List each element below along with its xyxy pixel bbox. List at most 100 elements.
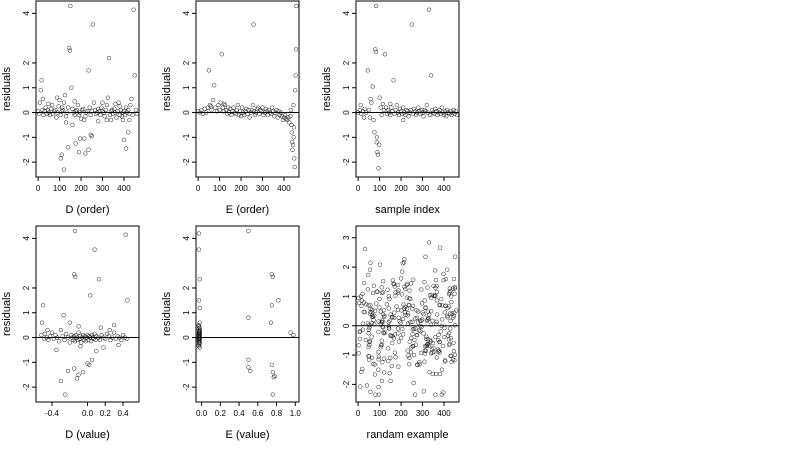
- x-tick-label: 0: [356, 409, 361, 418]
- data-point: [419, 107, 424, 113]
- data-point: [54, 115, 59, 120]
- data-point: [358, 102, 363, 108]
- data-point: [287, 120, 292, 125]
- data-point: [362, 310, 367, 315]
- data-point: [58, 327, 64, 333]
- y-tick-label: 3: [342, 235, 351, 240]
- data-point: [424, 343, 429, 349]
- data-point: [398, 320, 403, 325]
- data-point: [379, 285, 384, 290]
- data-point: [445, 333, 451, 338]
- data-point: [408, 281, 414, 286]
- data-point: [86, 147, 91, 152]
- x-tick-label: 1.0: [290, 409, 302, 418]
- y-tick-label: 2: [182, 60, 191, 65]
- data-point: [357, 329, 362, 335]
- data-point: [281, 115, 287, 120]
- data-point: [83, 114, 88, 119]
- data-point: [81, 106, 86, 111]
- data-point: [63, 114, 69, 119]
- data-point: [197, 277, 202, 282]
- data-point: [391, 281, 396, 286]
- y-tick-label: -2: [182, 383, 191, 391]
- data-point: [67, 45, 72, 51]
- y-tick-label: 4: [22, 236, 31, 241]
- data-point: [276, 298, 281, 303]
- data-point: [196, 340, 201, 345]
- data-point: [283, 116, 289, 121]
- data-point: [359, 303, 364, 309]
- y-tick-label: 4: [22, 11, 31, 16]
- data-point: [433, 334, 438, 340]
- data-point: [204, 110, 209, 115]
- x-axis-title: D (order): [65, 204, 109, 216]
- data-point: [447, 311, 453, 316]
- y-tick-label: 1: [22, 310, 31, 315]
- data-point: [405, 313, 410, 318]
- data-point: [113, 101, 118, 107]
- data-point: [392, 310, 397, 315]
- data-point: [362, 246, 368, 252]
- x-tick-label: 0: [196, 184, 201, 193]
- data-point: [378, 309, 383, 314]
- data-point: [289, 140, 295, 145]
- data-point: [244, 106, 249, 111]
- x-tick-label: 0.0: [196, 409, 208, 418]
- data-point: [421, 312, 426, 317]
- data-point: [377, 262, 382, 267]
- data-point: [282, 112, 288, 118]
- data-point: [197, 320, 202, 325]
- data-point: [380, 325, 386, 330]
- data-point: [130, 112, 135, 118]
- data-point: [425, 337, 431, 342]
- data-point: [379, 338, 384, 343]
- data-point: [446, 292, 452, 297]
- data-point: [292, 156, 297, 161]
- data-point: [86, 68, 91, 73]
- data-point: [440, 317, 445, 322]
- y-tick-label: 1: [182, 85, 191, 90]
- data-point: [73, 332, 79, 338]
- data-point: [360, 366, 365, 372]
- x-axis-title: sample index: [375, 204, 440, 216]
- data-point: [429, 295, 434, 300]
- data-point: [72, 228, 78, 234]
- data-point: [73, 141, 78, 146]
- data-point: [405, 321, 411, 326]
- data-point: [412, 392, 418, 397]
- data-point: [387, 296, 392, 301]
- data-point: [415, 362, 420, 367]
- data-point: [374, 135, 380, 140]
- data-point: [393, 107, 398, 113]
- data-point: [285, 117, 290, 123]
- data-point: [63, 120, 69, 125]
- data-point: [434, 283, 439, 289]
- data-point: [372, 372, 378, 377]
- y-tick-label: -1: [342, 133, 351, 141]
- x-tick-label: 400: [277, 184, 291, 193]
- data-point: [406, 311, 411, 316]
- data-point: [269, 303, 274, 308]
- data-point: [408, 350, 414, 355]
- data-point: [393, 293, 398, 298]
- data-point: [107, 327, 112, 333]
- data-point: [452, 111, 457, 116]
- data-point: [445, 305, 450, 311]
- data-point: [60, 334, 65, 339]
- data-point: [381, 331, 387, 336]
- data-point: [381, 314, 387, 320]
- data-point: [372, 308, 378, 313]
- x-tick-label: 0: [356, 184, 361, 193]
- data-point: [430, 318, 435, 324]
- data-point: [413, 342, 419, 347]
- data-point: [449, 299, 454, 305]
- data-point: [358, 384, 363, 389]
- data-point: [96, 119, 101, 124]
- data-point: [413, 316, 418, 321]
- data-point: [386, 346, 391, 351]
- data-point: [452, 352, 458, 357]
- data-point: [54, 95, 60, 100]
- data-point: [100, 100, 105, 105]
- data-point: [425, 342, 430, 348]
